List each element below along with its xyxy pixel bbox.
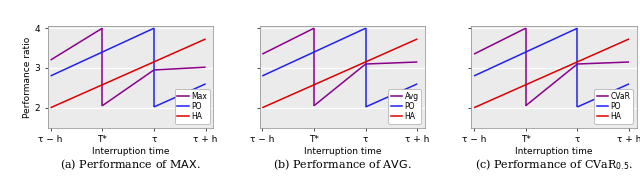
Y-axis label: Performance ratio: Performance ratio: [23, 36, 32, 117]
Legend: Max, PO, HA: Max, PO, HA: [175, 89, 209, 124]
X-axis label: Interruption time: Interruption time: [515, 147, 593, 156]
X-axis label: Interruption time: Interruption time: [303, 147, 381, 156]
Text: (a) Performance of M$\mathrm{AX}$.: (a) Performance of M$\mathrm{AX}$.: [60, 157, 201, 172]
Text: (b) Performance of A$\mathrm{VG}$.: (b) Performance of A$\mathrm{VG}$.: [273, 157, 412, 172]
Legend: Avg, PO, HA: Avg, PO, HA: [388, 89, 421, 124]
Text: (c) Performance of CVaR$_{0.5}$.: (c) Performance of CVaR$_{0.5}$.: [475, 157, 633, 172]
Legend: CVaR, PO, HA: CVaR, PO, HA: [594, 89, 633, 124]
X-axis label: Interruption time: Interruption time: [92, 147, 170, 156]
